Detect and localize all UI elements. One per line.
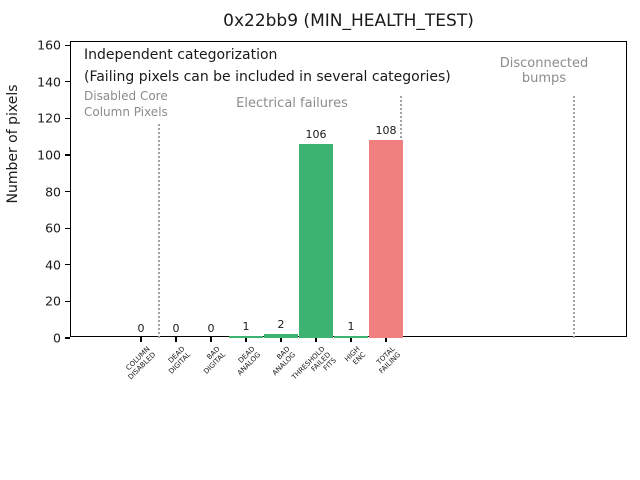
bar-value-label: 0 [172, 322, 180, 335]
x-axis-tick [315, 337, 317, 342]
annotation-disconnected-bumps: Disconnected bumps [499, 56, 589, 86]
y-axis-tick-label: 20 [45, 293, 61, 309]
bar-value-label: 108 [375, 124, 397, 137]
x-axis-category-label: TOTAL FAILING [375, 345, 403, 376]
y-axis-tick-label: 120 [37, 110, 61, 126]
y-axis-tick [65, 117, 70, 119]
x-axis-tick [210, 337, 212, 342]
bar [299, 144, 333, 338]
annotation-electrical-failures: Electrical failures [236, 96, 348, 111]
y-axis-tick [65, 44, 70, 46]
annotation-disabled-core-column-pixels: Disabled Core Column Pixels [84, 89, 168, 119]
bar-value-label: 1 [242, 320, 250, 333]
annotation-independent-categorization: Independent categorization [84, 47, 278, 63]
y-axis-tick [65, 300, 70, 302]
bar-value-label: 2 [277, 318, 285, 331]
plot-area: Independent categorization (Failing pixe… [37, 38, 627, 381]
y-axis-tick [65, 81, 70, 83]
y-axis-tick [65, 264, 70, 266]
y-axis-tick-label: 140 [37, 74, 61, 90]
x-axis-tick [175, 337, 177, 342]
x-axis-tick [280, 337, 282, 342]
y-axis-tick [65, 337, 70, 339]
x-axis-category-label: THRESHOLD FAILED FITS [290, 345, 338, 382]
bar-value-label: 0 [207, 322, 215, 335]
x-axis-category-label: COLUMN DISABLED [124, 345, 158, 382]
x-axis-tick [385, 337, 387, 342]
group-separator-line [573, 96, 575, 338]
bar-value-label: 0 [137, 322, 145, 335]
y-axis-tick [65, 191, 70, 193]
x-axis-category-label: DEAD ANALOG [235, 345, 263, 378]
y-axis-tick-label: 0 [53, 330, 61, 346]
bar [229, 336, 263, 338]
annotation-failing-note: (Failing pixels can be included in sever… [84, 69, 451, 85]
bar [369, 140, 403, 338]
y-axis-tick-label: 60 [45, 220, 61, 236]
x-axis-category-label: DEAD DIGITAL [166, 345, 193, 376]
x-axis-tick [350, 337, 352, 342]
bar-value-label: 106 [305, 128, 327, 141]
bar [334, 336, 368, 338]
bar [264, 334, 298, 338]
y-axis-tick-label: 40 [45, 257, 61, 273]
x-axis-category-label: BAD DIGITAL [202, 345, 228, 376]
y-axis-tick [65, 227, 70, 229]
y-axis-tick [65, 154, 70, 156]
y-axis-tick-label: 160 [37, 37, 61, 53]
y-axis-label: Number of pixels [5, 84, 21, 204]
group-separator-line [158, 124, 160, 338]
x-axis-category-label: HIGH ENC [343, 345, 368, 367]
chart-title: 0x22bb9 (MIN_HEALTH_TEST) [223, 11, 474, 31]
x-axis-tick [140, 337, 142, 342]
y-axis-tick-label: 100 [37, 147, 61, 163]
y-axis-tick-label: 80 [45, 184, 61, 200]
bar-value-label: 1 [347, 320, 355, 333]
x-axis-tick [245, 337, 247, 342]
